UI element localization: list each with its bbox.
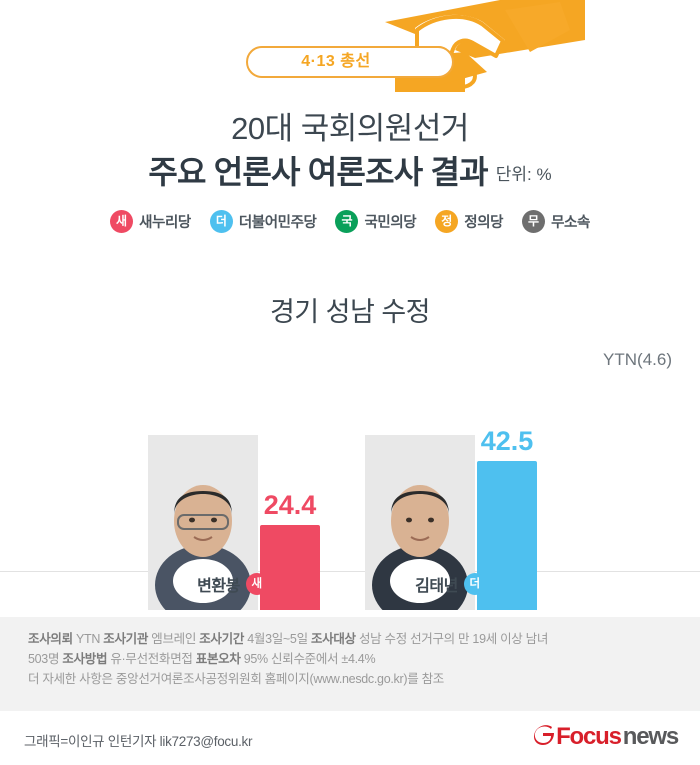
survey-note-line: 503명 조사방법 유·무선전화면접 표본오차 95% 신뢰수준에서 ±4.4% [28, 649, 672, 669]
party-badge-icon: 국 [335, 210, 359, 233]
party-badge-icon: 새 [245, 573, 268, 595]
logo-news-text: news [622, 723, 679, 750]
candidate-photo [148, 435, 258, 610]
party-badge-icon: 무 [522, 210, 546, 233]
page-title-line1: 20대 국회의원선거 [231, 111, 469, 146]
legend-item-label: 국민의당 [364, 215, 417, 231]
survey-note-segment: 조사기관 [103, 632, 149, 646]
logo-focus-text: Focus [556, 723, 622, 750]
poll-source: YTN(4.6) [603, 350, 672, 369]
party-badge-icon: 정 [435, 210, 459, 233]
party-legend: 새 새누리당 더 더불어민주당 국 국민의당 정 정의당 무 무소속 [0, 210, 700, 233]
swirl-icon [533, 724, 555, 751]
page-title-line2-wrap: 주요 언론사 여론조사 결과 단위: % [0, 147, 700, 193]
chart-bar [477, 461, 537, 610]
survey-note-segment: 유·무선전화면접 [107, 652, 196, 666]
graphic-credit: 그래픽=이인규 인턴기자 lik7273@focu.kr [24, 734, 253, 749]
region-title: 경기 성남 수정 [269, 297, 431, 327]
legend-item-label: 정의당 [464, 215, 504, 231]
focusnews-logo[interactable]: Focus news [533, 723, 679, 751]
survey-note-segment: 조사대상 [310, 632, 356, 646]
survey-note-line: 조사의뢰 YTN 조사기관 엠브레인 조사기간 4월3일~5일 조사대상 성남 … [28, 629, 672, 649]
candidate-label-1: 변환봉 새 [145, 572, 320, 596]
legend-item-새누리당: 새 새누리당 [110, 210, 191, 233]
unit-label: 단위: % [495, 165, 552, 184]
survey-note-segment: 95% 신뢰수준에서 ±4.4% [240, 652, 376, 666]
party-badge-icon: 더 [463, 573, 486, 595]
chart-bar-value: 24.4 [263, 490, 317, 520]
chart-bar-value: 42.5 [480, 426, 534, 456]
bar-chart: 24.4 42.5 [0, 380, 700, 610]
survey-note-segment: 더 자세한 사항은 중앙선거여론조사공정위원회 홈페이지(www.nesdc.g… [28, 672, 444, 686]
survey-note-segment: 4월3일~5일 [244, 632, 311, 646]
survey-note-segment: 조사의뢰 [28, 632, 73, 646]
legend-item-label: 새누리당 [139, 215, 191, 231]
page-title-line2: 주요 언론사 여론조사 결과 [148, 154, 488, 190]
party-badge-icon: 더 [209, 210, 233, 233]
candidate-name: 김태년 [415, 578, 458, 595]
chart-baseline [0, 571, 700, 572]
candidate-photo [365, 435, 475, 610]
survey-note-block: 조사의뢰 YTN 조사기관 엠브레인 조사기간 4월3일~5일 조사대상 성남 … [0, 617, 700, 711]
legend-item-무소속: 무 무소속 [522, 210, 590, 233]
survey-note-segment: 성남 수정 선거구의 만 19세 이상 남녀 [355, 632, 549, 646]
survey-note-segment: 503명 [28, 652, 63, 666]
survey-note-segment: 조사기간 [199, 632, 245, 646]
legend-item-label: 더불어민주당 [238, 215, 317, 231]
candidate-name: 변환봉 [197, 578, 240, 595]
survey-note-segment: 조사방법 [62, 652, 108, 666]
legend-item-정의당: 정 정의당 [435, 210, 503, 233]
survey-note-segment: YTN [72, 632, 104, 646]
election-badge-label: 4·13 총선 [301, 53, 371, 70]
party-badge-icon: 새 [110, 210, 134, 233]
survey-note-segment: 표본오차 [195, 652, 241, 666]
survey-note-line: 더 자세한 사항은 중앙선거여론조사공정위원회 홈페이지(www.nesdc.g… [28, 669, 672, 689]
legend-item-더불어민주당: 더 더불어민주당 [209, 210, 317, 233]
candidate-label-2: 김태년 더 [363, 572, 538, 596]
chart-bar [260, 525, 320, 610]
legend-item-label: 무소속 [551, 215, 590, 231]
legend-item-국민의당: 국 국민의당 [335, 210, 417, 233]
survey-note-segment: 엠브레인 [148, 632, 200, 646]
